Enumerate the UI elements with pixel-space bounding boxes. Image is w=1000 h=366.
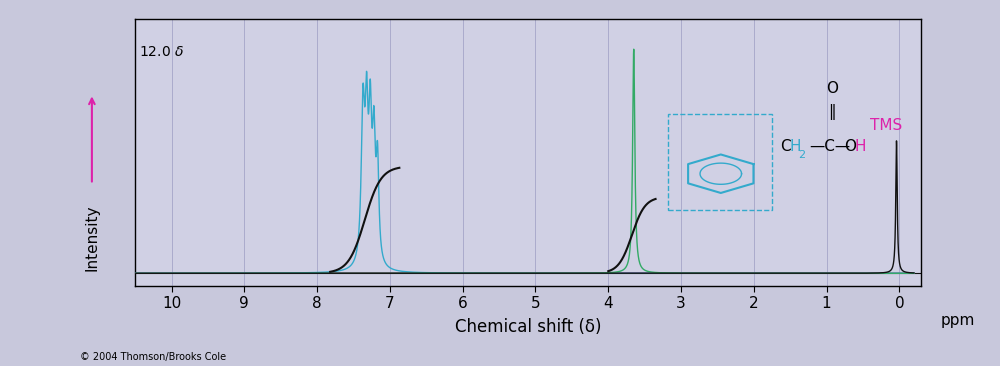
Text: Intensity: Intensity xyxy=(84,205,99,271)
Text: ppm: ppm xyxy=(941,313,975,328)
Text: TMS: TMS xyxy=(870,118,902,133)
Text: ‖: ‖ xyxy=(828,104,835,120)
Text: —C—: —C— xyxy=(810,139,851,154)
Text: O: O xyxy=(826,81,838,96)
Text: H: H xyxy=(790,139,801,154)
Text: 2: 2 xyxy=(799,150,806,160)
Text: C: C xyxy=(780,139,790,154)
Text: H: H xyxy=(854,139,866,154)
Text: 12.0 $\delta$: 12.0 $\delta$ xyxy=(139,45,184,59)
X-axis label: Chemical shift (δ): Chemical shift (δ) xyxy=(455,318,601,336)
Text: O: O xyxy=(844,139,856,154)
Text: © 2004 Thomson/Brooks Cole: © 2004 Thomson/Brooks Cole xyxy=(80,352,226,362)
